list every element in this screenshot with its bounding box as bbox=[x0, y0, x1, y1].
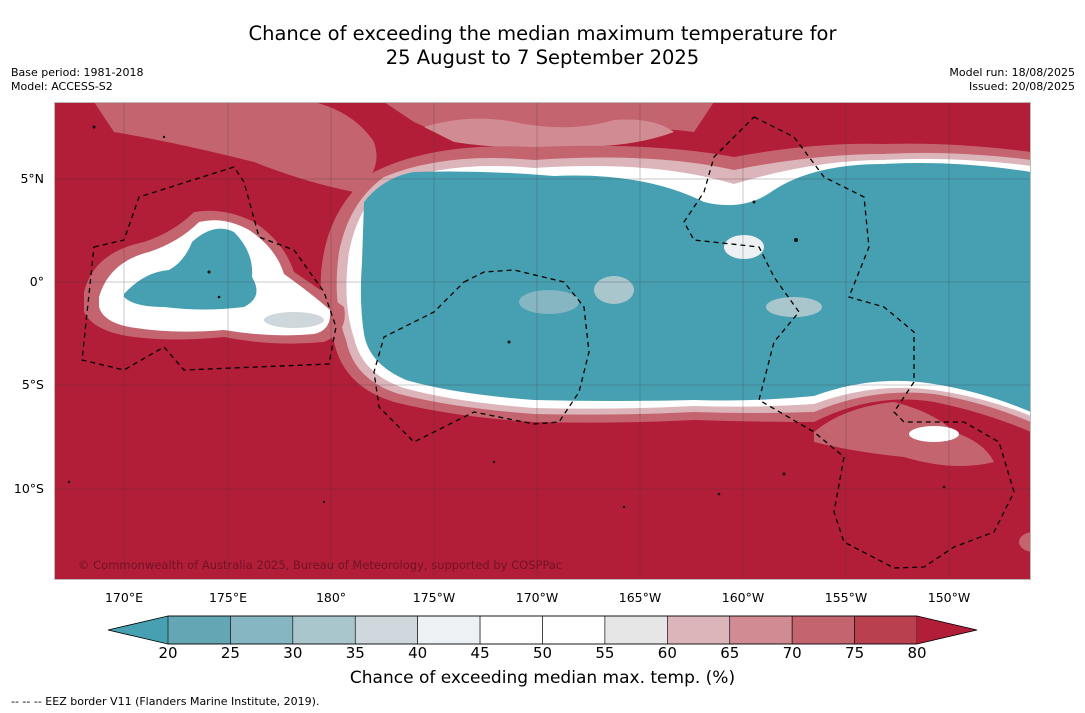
lon-label-170e: 170°E bbox=[104, 590, 143, 605]
lon-label-155w: 155°W bbox=[824, 590, 868, 605]
colorbar-tick-label: 30 bbox=[283, 644, 303, 662]
colorbar-segment bbox=[729, 615, 793, 645]
lat-label-10s: 10°S bbox=[13, 481, 44, 496]
map-panel bbox=[54, 102, 1031, 580]
colorbar-segment bbox=[667, 615, 731, 645]
colorbar-segment bbox=[417, 615, 481, 645]
metadata-left: Base period: 1981-2018 Model: ACCESS-S2 bbox=[11, 66, 143, 94]
colorbar-tick-label: 25 bbox=[220, 644, 240, 662]
colorbar-segment bbox=[230, 615, 294, 645]
pale-band-north bbox=[94, 102, 377, 192]
pale-spot bbox=[264, 312, 324, 328]
lat-label-5n: 5°N bbox=[20, 171, 44, 186]
lon-label-150w: 150°W bbox=[927, 590, 971, 605]
colorbar-segment bbox=[604, 615, 668, 645]
lon-label-165w: 165°W bbox=[618, 590, 662, 605]
colorbar-title: Chance of exceeding median max. temp. (%… bbox=[349, 668, 736, 688]
low-chance-area bbox=[124, 228, 257, 310]
pale-spot bbox=[594, 276, 634, 304]
colorbar-tick-label: 55 bbox=[595, 644, 615, 662]
pale-spot bbox=[724, 235, 764, 259]
lon-label-175w: 175°W bbox=[412, 590, 456, 605]
colorbar-tick-label: 45 bbox=[470, 644, 490, 662]
base-period-text: Base period: 1981-2018 bbox=[11, 66, 144, 79]
model-text: Model: ACCESS-S2 bbox=[11, 80, 113, 93]
colorbar-tick-label: 60 bbox=[657, 644, 677, 662]
colorbar-segment bbox=[292, 615, 356, 645]
model-run-text: Model run: 18/08/2025 bbox=[949, 66, 1075, 79]
pale-spot bbox=[519, 290, 579, 314]
colorbar-segment bbox=[167, 615, 231, 645]
probability-map bbox=[54, 102, 1031, 580]
lon-label-180: 180° bbox=[315, 590, 347, 605]
pale-band-north bbox=[424, 118, 674, 148]
colorbar-segment bbox=[854, 615, 918, 645]
map-title-line-1: Chance of exceeding the median maximum t… bbox=[248, 22, 837, 45]
colorbar-over-arrow bbox=[917, 616, 977, 644]
colorbar-segment bbox=[479, 615, 543, 645]
pale-spot bbox=[766, 297, 822, 317]
lat-label-0: 0° bbox=[29, 274, 44, 289]
colorbar-tick-label: 50 bbox=[532, 644, 553, 662]
colorbar-under-arrow bbox=[108, 616, 168, 644]
colorbar-segment bbox=[791, 615, 855, 645]
islands bbox=[67, 125, 946, 509]
colorbar-segment bbox=[354, 615, 418, 645]
lon-label-160w: 160°W bbox=[721, 590, 765, 605]
eez-border bbox=[81, 116, 1015, 569]
lon-label-175e: 175°E bbox=[208, 590, 247, 605]
colorbar-tick-label: 80 bbox=[907, 644, 927, 662]
graticule bbox=[54, 102, 1031, 580]
pale-spot bbox=[909, 426, 959, 442]
low-chance-area bbox=[360, 163, 1031, 412]
map-title-line-2: 25 August to 7 September 2025 bbox=[385, 46, 700, 69]
lon-label-170w: 170°W bbox=[515, 590, 559, 605]
colorbar bbox=[107, 615, 978, 645]
issued-text: Issued: 20/08/2025 bbox=[968, 80, 1075, 93]
colorbar-segments bbox=[167, 615, 918, 645]
metadata-right: Model run: 18/08/2025 Issued: 20/08/2025 bbox=[949, 66, 1075, 94]
lat-label-5s: 5°S bbox=[21, 377, 44, 392]
colorbar-segment bbox=[542, 615, 606, 645]
colorbar-tick-label: 40 bbox=[408, 644, 428, 662]
eez-legend-note: -- -- -- EEZ border V11 (Flanders Marine… bbox=[11, 695, 320, 708]
colorbar-tick-label: 35 bbox=[345, 644, 365, 662]
copyright-text: © Commonwealth of Australia 2025, Bureau… bbox=[78, 558, 563, 572]
colorbar-tick-label: 20 bbox=[158, 644, 178, 662]
colorbar-tick-label: 70 bbox=[782, 644, 802, 662]
colorbar-tick-label: 65 bbox=[720, 644, 740, 662]
colorbar-tick-label: 75 bbox=[845, 644, 865, 662]
pale-patch bbox=[1019, 532, 1031, 552]
